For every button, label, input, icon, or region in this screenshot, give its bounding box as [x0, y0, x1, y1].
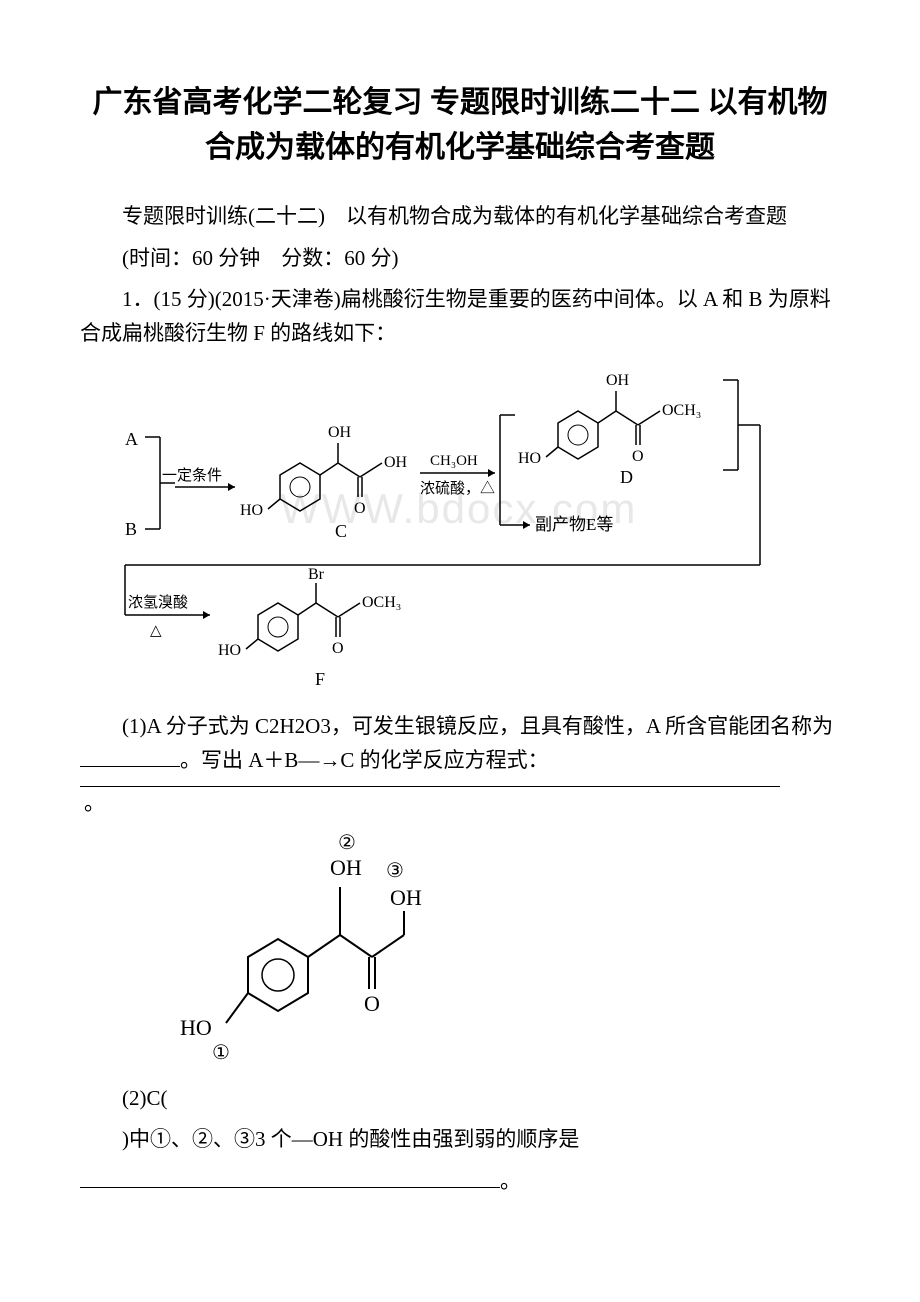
svg-text:①: ① [212, 1042, 230, 1064]
svg-text:HO: HO [218, 642, 241, 659]
q1-part2-end: 。 [500, 1169, 521, 1193]
blank-3 [80, 1187, 500, 1188]
svg-text:OH: OH [606, 372, 630, 389]
question-1-part-2: (2)C( [80, 1082, 840, 1116]
label-a: A [125, 429, 138, 449]
svg-text:③: ③ [386, 860, 404, 882]
svg-text:OH: OH [384, 454, 408, 471]
svg-text:D: D [620, 467, 633, 487]
blank-1 [80, 766, 180, 767]
structure-f-diagram: HO Br O OCH₃ F [218, 566, 401, 689]
q1-part2-prefix: (2)C( [122, 1086, 168, 1110]
synthesis-route-diagram: WWW.bdocx.com A B 一定条件 HO [120, 365, 840, 695]
svg-text:HO: HO [180, 1015, 212, 1040]
svg-text:O: O [354, 500, 366, 517]
svg-text:OCH₃: OCH₃ [662, 402, 701, 419]
subtitle-text: 专题限时训练(二十二) 以有机物合成为载体的有机化学基础综合考查题 [80, 200, 840, 234]
structure-c-labeled: ② OH ③ OH HO ① [140, 827, 840, 1072]
svg-text:OH: OH [330, 855, 362, 880]
blank-long-container: 。 [80, 786, 840, 817]
svg-text:CH₃OH: CH₃OH [430, 453, 478, 469]
svg-text:O: O [364, 991, 380, 1016]
svg-text:F: F [315, 669, 325, 689]
page-title: 广东省高考化学二轮复习 专题限时训练二十二 以有机物合成为载体的有机化学基础综合… [80, 80, 840, 170]
question-1-part-2-suffix: )中①、②、③3 个—OH 的酸性由强到弱的顺序是 [80, 1123, 840, 1157]
time-info: (时间：60 分钟 分数：60 分) [80, 242, 840, 276]
label-b: B [125, 519, 137, 539]
svg-text:②: ② [338, 832, 356, 854]
svg-text:浓硫酸，△: 浓硫酸，△ [420, 480, 495, 497]
svg-text:OH: OH [328, 424, 352, 441]
structure-c-diagram: HO OH O OH C [240, 424, 408, 541]
structure-d-diagram: HO OH O OCH₃ D [518, 372, 701, 487]
svg-text:HO: HO [240, 502, 263, 519]
q1-part1-text: (1)A 分子式为 C2H2O3，可发生银镜反应，且具有酸性，A 所含官能团名称… [122, 714, 833, 738]
svg-text:O: O [632, 448, 644, 465]
blank-medium-container: 。 [80, 1165, 840, 1195]
blank-2 [80, 786, 780, 787]
question-1-intro: 1．(15 分)(2015·天津卷)扁桃酸衍生物是重要的医药中间体。以 A 和 … [80, 283, 840, 350]
svg-text:△: △ [150, 623, 162, 639]
byproduct-label: 副产物E等 [535, 515, 613, 534]
svg-text:Br: Br [308, 566, 325, 583]
question-1-part-1: (1)A 分子式为 C2H2O3，可发生银镜反应，且具有酸性，A 所含官能团名称… [80, 710, 840, 777]
svg-text:HO: HO [518, 450, 541, 467]
q1-part1-mid: 。写出 A＋B―→C 的化学反应方程式： [180, 748, 549, 772]
q1-part1-end: 。 [84, 791, 105, 815]
svg-text:C: C [335, 521, 347, 541]
svg-text:OH: OH [390, 885, 422, 910]
svg-text:浓氢溴酸: 浓氢溴酸 [128, 594, 188, 611]
svg-text:O: O [332, 640, 344, 657]
condition-1: 一定条件 [162, 467, 222, 484]
svg-text:OCH₃: OCH₃ [362, 594, 401, 611]
q1-part2-suffix-text: )中①、②、③3 个—OH 的酸性由强到弱的顺序是 [122, 1127, 579, 1151]
